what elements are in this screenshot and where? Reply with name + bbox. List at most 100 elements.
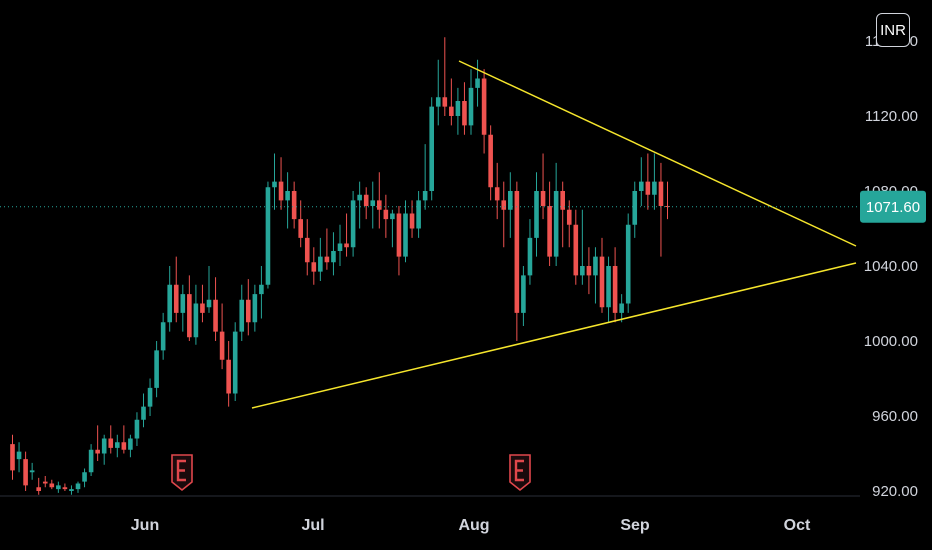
candle [357, 181, 362, 229]
candle-body [658, 181, 664, 206]
candle-body [363, 194, 369, 206]
earnings-marker[interactable] [509, 454, 531, 492]
candle-body [200, 303, 205, 313]
candle [115, 434, 120, 458]
y-tick-label: 1040.00 [864, 258, 918, 275]
candle-body [75, 483, 81, 490]
y-tick-label: 920.00 [872, 483, 918, 500]
candle-body [324, 256, 330, 263]
candle [10, 434, 15, 480]
candle [160, 312, 166, 360]
candle [475, 59, 480, 107]
candle [442, 37, 448, 116]
earnings-e-icon [176, 459, 186, 482]
candle-body [88, 449, 94, 473]
candle [521, 266, 526, 326]
candle-body [246, 299, 251, 323]
candle-body [639, 181, 644, 191]
candle-body [10, 444, 15, 471]
candle [534, 172, 539, 257]
candle-body [311, 262, 317, 272]
candle [69, 485, 74, 495]
candle-body [508, 191, 513, 210]
candle [547, 181, 552, 266]
candle [331, 232, 336, 276]
last-price-value: 1071.60 [866, 199, 920, 216]
candle [344, 213, 349, 257]
candle-body [173, 284, 179, 313]
candle [193, 284, 199, 345]
candle-body [468, 87, 474, 126]
candle-body [265, 187, 271, 285]
candle-body [239, 299, 245, 332]
candle-body [42, 481, 48, 484]
candle [566, 200, 572, 248]
x-tick-label: Aug [458, 517, 489, 534]
candle [291, 181, 297, 229]
candle [508, 172, 513, 238]
candle-body [344, 243, 349, 248]
candle [527, 219, 533, 285]
candle-body [147, 387, 153, 407]
candle-body [429, 106, 434, 191]
candle-body [652, 181, 657, 195]
candle [82, 468, 87, 488]
candle-body [580, 266, 585, 276]
candle [481, 69, 487, 154]
candle-body [259, 284, 264, 295]
candle-body [547, 206, 552, 257]
candle [265, 181, 271, 289]
candle [95, 425, 100, 461]
candle-body [619, 303, 624, 313]
candle [304, 219, 310, 276]
candle [599, 237, 605, 313]
candle [612, 247, 618, 323]
candle-body [625, 224, 631, 304]
candle-body [514, 191, 520, 313]
candle-body [141, 406, 146, 420]
candle [625, 213, 631, 313]
candle [121, 425, 127, 454]
candle [370, 181, 376, 229]
candle-body [304, 237, 310, 263]
candle-body [23, 459, 28, 486]
candle-body [291, 191, 297, 220]
candle-body [481, 78, 487, 135]
candle [75, 481, 81, 493]
candle [239, 284, 245, 341]
candle [318, 237, 323, 281]
candle-body [226, 359, 231, 394]
currency-badge[interactable]: INR [876, 13, 910, 47]
earnings-marker[interactable] [171, 454, 193, 492]
candle-body [115, 442, 120, 448]
candle-body [16, 451, 22, 460]
y-tick-label: 1000.00 [864, 333, 918, 350]
candle-body [390, 213, 395, 220]
candle-body [154, 350, 159, 388]
candle [259, 266, 264, 319]
earnings-markers[interactable] [171, 454, 531, 492]
candle-body [193, 303, 199, 338]
candle-body [442, 97, 448, 107]
time-axis[interactable]: Jun Jul Aug Sep Oct [131, 517, 811, 534]
candle-body [350, 200, 356, 248]
candle [658, 162, 664, 257]
candle [422, 144, 428, 210]
x-tick-label: Sep [620, 517, 650, 534]
candle-body [612, 266, 618, 313]
candle-body [521, 275, 526, 313]
candle [396, 206, 402, 276]
candle [141, 393, 146, 428]
candle [468, 69, 474, 135]
candle-body [501, 200, 507, 210]
candle [272, 153, 277, 210]
candle-body [370, 200, 376, 206]
candle [108, 425, 114, 454]
candle [36, 477, 41, 495]
x-tick-label: Jul [301, 517, 324, 534]
x-tick-label: Jun [131, 517, 159, 534]
candle [219, 303, 225, 370]
triangle-trendlines[interactable] [251, 60, 857, 409]
candle-body [377, 200, 382, 210]
